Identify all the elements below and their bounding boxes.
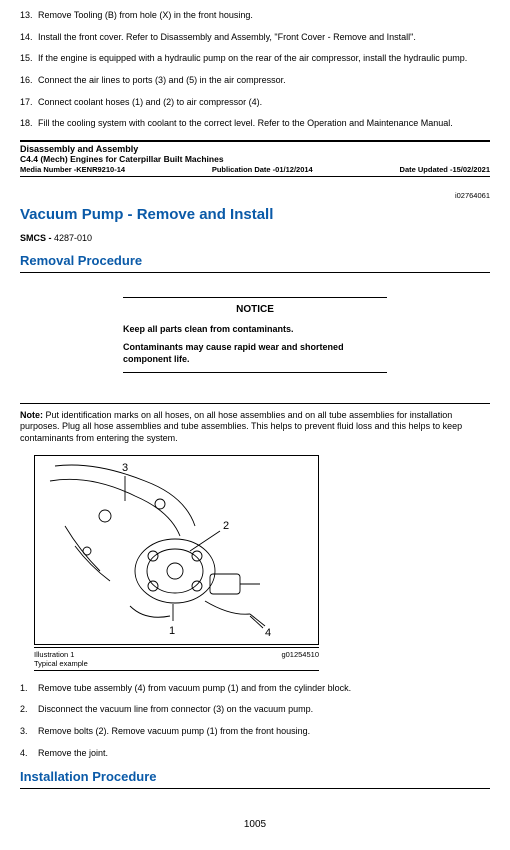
- step-item: 2. Disconnect the vacuum line from connec…: [20, 704, 490, 716]
- doc-meta-row: Media Number -KENR9210-14 Publication Da…: [20, 165, 490, 174]
- note-paragraph: Note: Put identification marks on all ho…: [20, 410, 490, 445]
- step-text: Install the front cover. Refer to Disass…: [38, 32, 416, 42]
- smcs-value: 4287-010: [54, 233, 92, 243]
- step-number: 2.: [20, 704, 28, 716]
- notice-line1: Keep all parts clean from contaminants.: [123, 323, 387, 335]
- continued-steps-list: 13. Remove Tooling (B) from hole (X) in t…: [20, 10, 490, 130]
- illustration-frame: 3 2 1 4: [34, 455, 319, 645]
- document-id: i02764061: [20, 191, 490, 200]
- note-text: Put identification marks on all hoses, o…: [20, 410, 462, 443]
- section-divider-thin: [20, 176, 490, 177]
- step-text: Connect the air lines to ports (3) and (…: [38, 75, 286, 85]
- step-text: Connect coolant hoses (1) and (2) to air…: [38, 97, 262, 107]
- section-divider-thick: [20, 140, 490, 142]
- notice-rule-bottom: [123, 372, 387, 373]
- title-underline: [20, 272, 490, 273]
- step-number: 13.: [20, 10, 33, 22]
- step-number: 15.: [20, 53, 33, 65]
- media-number: Media Number -KENR9210-14: [20, 165, 125, 174]
- step-text: Remove the joint.: [38, 748, 108, 758]
- step-item: 13. Remove Tooling (B) from hole (X) in t…: [20, 10, 490, 22]
- step-item: 3. Remove bolts (2). Remove vacuum pump (…: [20, 726, 490, 738]
- step-text: Remove Tooling (B) from hole (X) in the …: [38, 10, 253, 20]
- illustration-subtitle: Typical example: [34, 659, 88, 668]
- doc-sub-header: C4.4 (Mech) Engines for Caterpillar Buil…: [20, 154, 490, 164]
- callout-3: 3: [122, 462, 128, 474]
- body-rule: [20, 403, 490, 404]
- notice-rule-top: [123, 297, 387, 298]
- step-item: 15. If the engine is equipped with a hydr…: [20, 53, 490, 65]
- step-number: 18.: [20, 118, 33, 130]
- step-item: 4. Remove the joint.: [20, 748, 490, 760]
- title-underline: [20, 788, 490, 789]
- date-updated: Date Updated -15/02/2021: [400, 165, 490, 174]
- smcs-code: SMCS - 4287-010: [20, 233, 490, 243]
- step-number: 1.: [20, 683, 28, 695]
- notice-block: NOTICE Keep all parts clean from contami…: [115, 285, 395, 388]
- note-label: Note:: [20, 410, 46, 420]
- removal-procedure-title: Removal Procedure: [20, 253, 490, 268]
- step-item: 18. Fill the cooling system with coolant …: [20, 118, 490, 130]
- page-title: Vacuum Pump - Remove and Install: [20, 206, 490, 223]
- illustration-number: Illustration 1: [34, 650, 74, 659]
- step-text: If the engine is equipped with a hydraul…: [38, 53, 467, 63]
- notice-title: NOTICE: [123, 304, 387, 315]
- illustration-caption-left: Illustration 1 Typical example: [34, 650, 88, 668]
- callout-1: 1: [169, 625, 175, 637]
- step-number: 14.: [20, 32, 33, 44]
- removal-steps-list: 1. Remove tube assembly (4) from vacuum p…: [20, 683, 490, 760]
- illustration-wrapper: 3 2 1 4 Illustration 1 Typical example g…: [34, 455, 319, 671]
- step-text: Fill the cooling system with coolant to …: [38, 118, 453, 128]
- step-item: 1. Remove tube assembly (4) from vacuum p…: [20, 683, 490, 695]
- doc-section-header: Disassembly and Assembly: [20, 144, 490, 154]
- illustration-caption: Illustration 1 Typical example g01254510: [34, 647, 319, 671]
- vacuum-pump-illustration: 3 2 1 4: [35, 456, 319, 645]
- step-number: 3.: [20, 726, 28, 738]
- page-number: 1005: [20, 819, 490, 830]
- step-number: 16.: [20, 75, 33, 87]
- step-item: 16. Connect the air lines to ports (3) an…: [20, 75, 490, 87]
- step-text: Remove tube assembly (4) from vacuum pum…: [38, 683, 351, 693]
- illustration-code: g01254510: [281, 650, 319, 668]
- step-item: 17. Connect coolant hoses (1) and (2) to …: [20, 97, 490, 109]
- notice-line2: Contaminants may cause rapid wear and sh…: [123, 341, 387, 365]
- callout-2: 2: [223, 520, 229, 532]
- callout-4: 4: [265, 627, 271, 639]
- step-number: 17.: [20, 97, 33, 109]
- step-item: 14. Install the front cover. Refer to Dis…: [20, 32, 490, 44]
- publication-date: Publication Date -01/12/2014: [212, 165, 313, 174]
- installation-procedure-title: Installation Procedure: [20, 769, 490, 784]
- step-number: 4.: [20, 748, 28, 760]
- step-text: Remove bolts (2). Remove vacuum pump (1)…: [38, 726, 310, 736]
- smcs-label: SMCS -: [20, 233, 54, 243]
- step-text: Disconnect the vacuum line from connecto…: [38, 704, 313, 714]
